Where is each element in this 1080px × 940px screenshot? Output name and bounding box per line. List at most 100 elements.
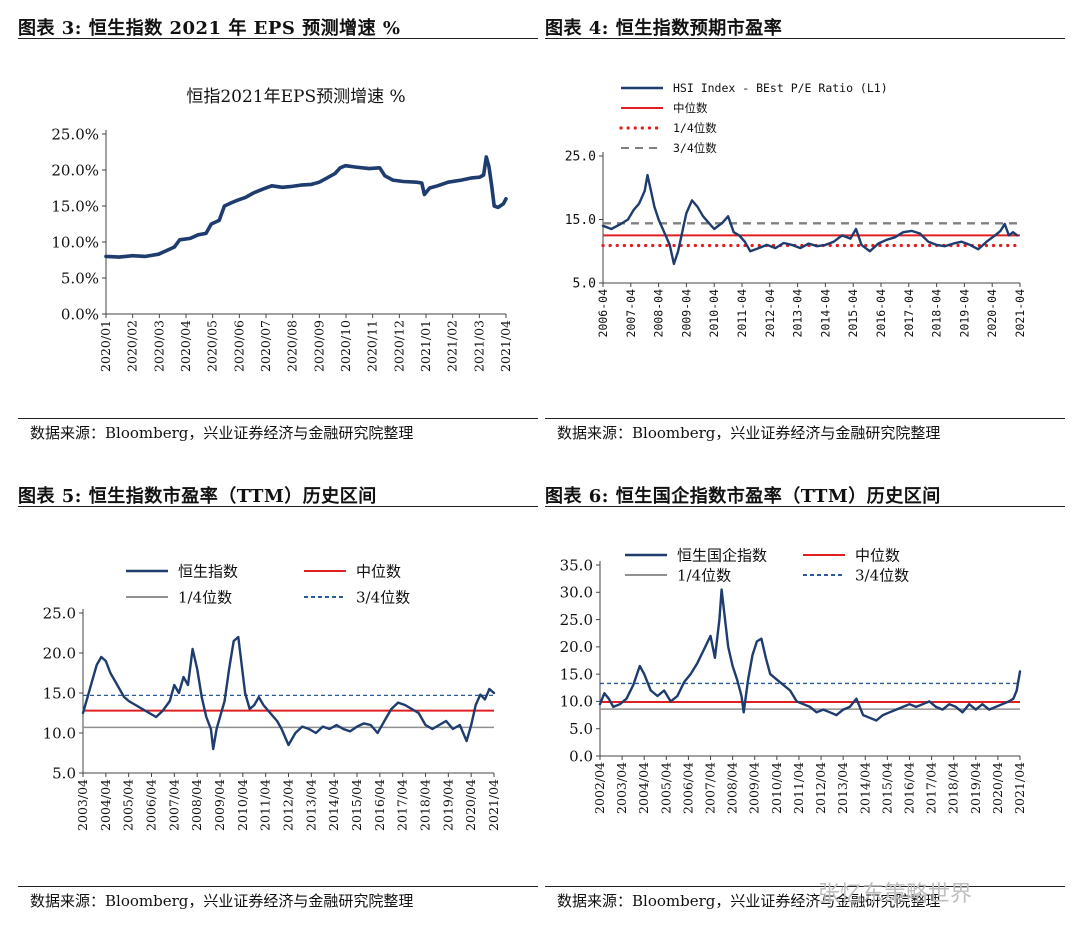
x-tick-label: 2020/01 <box>98 320 113 372</box>
x-tick-label: 2020/04 <box>178 320 193 372</box>
x-tick-label: 2015/04 <box>879 762 894 814</box>
x-tick-label: 2016/04 <box>901 762 916 814</box>
y-tick-label: 15.0 <box>560 665 593 683</box>
x-tick-label: 2019/04 <box>968 762 983 814</box>
title-rule <box>545 506 1065 507</box>
x-tick-label: 2008/04 <box>189 779 204 831</box>
figure-4-panel: 图表 4: 恒生指数预期市盈率 5.0 15.0 25.0 2006-04 2007-0… <box>545 6 1065 446</box>
x-tick-label: 2018-04 <box>930 289 944 338</box>
x-tick-label: 2013/04 <box>835 762 850 814</box>
x-tick-label: 2017/04 <box>395 779 410 831</box>
x-tick-label: 2019-04 <box>957 289 971 338</box>
figure-title: 图表 6: 恒生国企指数市盈率（TTM）历史区间 <box>545 486 941 507</box>
x-tick-label: 2021/03 <box>471 320 486 372</box>
x-tick-label: 2011-04 <box>735 289 749 338</box>
figure-title: 图表 5: 恒生指数市盈率（TTM）历史区间 <box>18 486 377 507</box>
x-tick-label: 2011/04 <box>258 779 273 831</box>
figure-title: 图表 4: 恒生指数预期市盈率 <box>545 18 783 39</box>
x-tick-label: 2004/04 <box>636 762 651 814</box>
y-tick-label: 25.0% <box>51 125 99 143</box>
x-tick-label: 2015-04 <box>846 289 860 338</box>
x-tick-label: 2020/03 <box>151 320 166 372</box>
y-tick-label: 30.0 <box>560 584 593 602</box>
x-tick-label: 2006-04 <box>596 289 610 338</box>
y-tick-label: 15.0 <box>565 213 596 228</box>
x-tick-label: 2021/02 <box>445 320 460 372</box>
x-tick-label: 2021/04 <box>1012 762 1027 814</box>
y-tick-label: 20.0 <box>43 644 76 662</box>
series-line <box>601 173 1019 266</box>
chart-title: 恒指2021年EPS预测增速 % <box>186 87 405 107</box>
x-tick-label: 2009/04 <box>747 762 762 814</box>
y-tick-label: 5.0% <box>61 269 99 287</box>
y-tick-label: 10.0 <box>560 693 593 711</box>
x-tick-label: 2014/04 <box>857 762 872 814</box>
x-tick-label: 2007/04 <box>166 779 181 831</box>
x-tick-label: 2010/04 <box>769 762 784 814</box>
legend-label: HSI Index - BEst P/E Ratio (L1) <box>673 81 888 95</box>
x-tick-label: 2010/04 <box>235 779 250 831</box>
figure-title: 图表 3: 恒生指数 2021 年 EPS 预测增速 % <box>18 18 401 39</box>
eps-growth-chart: 恒指2021年EPS预测增速 % 0.0% 5.0% 10.0% 15.0% 20.0% 2… <box>51 87 513 372</box>
source-rule <box>18 418 538 419</box>
title-rule <box>18 38 538 39</box>
y-tick-label: 0.0% <box>61 305 99 323</box>
figure-5-panel: 图表 5: 恒生指数市盈率（TTM）历史区间 5.0 10.0 15.0 20.0 25… <box>18 474 538 914</box>
x-tick-label: 2020/07 <box>258 320 273 372</box>
x-tick-label: 2020/09 <box>311 320 326 372</box>
legend-label: 恒生国企指数 <box>677 546 767 564</box>
x-tick-label: 2006/04 <box>144 779 159 831</box>
x-tick-label: 2020/02 <box>125 320 140 372</box>
x-tick-label: 2020/11 <box>365 320 380 372</box>
x-tick-label: 2003/04 <box>614 762 629 814</box>
watermark: 张忆东策略世界 <box>818 882 973 907</box>
x-tick-label: 2020/10 <box>338 320 353 372</box>
source-rule <box>545 886 1065 887</box>
title-rule <box>18 506 538 507</box>
x-tick-label: 2012/04 <box>281 779 296 831</box>
y-tick-label: 20.0 <box>560 638 593 656</box>
hscei-ttm-pe-chart: 0.0 5.0 10.0 15.0 20.0 25.0 30.0 35.0 2002/04 200… <box>560 546 1027 814</box>
series-line <box>598 588 1022 722</box>
source-rule <box>18 886 538 887</box>
x-tick-label: 2017-04 <box>902 289 916 338</box>
source-note: 数据来源：Bloomberg，兴业证券经济与金融研究院整理 <box>557 892 941 910</box>
x-tick-label: 2016-04 <box>874 289 888 338</box>
x-tick-label: 2012-04 <box>763 289 777 338</box>
y-tick-label: 0.0 <box>569 747 593 765</box>
x-tick-label: 2020/04 <box>463 779 478 831</box>
x-tick-label: 2021/04 <box>486 779 501 831</box>
forward-pe-chart: 5.0 15.0 25.0 2006-04 2007-04 2008-04 2009-04 2… <box>565 81 1027 338</box>
x-tick-label: 2010-04 <box>707 289 721 338</box>
x-tick-label: 2020/05 <box>205 320 220 372</box>
legend-label: 3/4位数 <box>356 588 410 606</box>
y-tick-label: 10.0% <box>51 233 99 251</box>
x-tick-label: 2020/04 <box>990 762 1005 814</box>
source-note: 数据来源：Bloomberg，兴业证券经济与金融研究院整理 <box>30 892 414 910</box>
legend-label: 1/4位数 <box>677 566 731 584</box>
hsi-ttm-pe-chart: 5.0 10.0 15.0 20.0 25.0 2003/04 2004/04 2005/04… <box>43 562 501 831</box>
legend-label: 中位数 <box>673 101 708 115</box>
legend-label: 1/4位数 <box>178 588 232 606</box>
y-tick-label: 20.0% <box>51 161 99 179</box>
y-tick-label: 25.0 <box>560 611 593 629</box>
y-tick-label: 5.0 <box>569 720 593 738</box>
legend-label: 3/4位数 <box>855 566 909 584</box>
legend-label: 恒生指数 <box>178 562 238 580</box>
x-tick-label: 2013-04 <box>791 289 805 338</box>
source-note: 数据来源：Bloomberg，兴业证券经济与金融研究院整理 <box>557 424 941 442</box>
x-tick-label: 2020/06 <box>231 320 246 372</box>
legend-label: 中位数 <box>855 546 900 564</box>
x-tick-label: 2004/04 <box>98 779 113 831</box>
y-tick-label: 25.0 <box>565 150 596 165</box>
x-tick-label: 2018/04 <box>946 762 961 814</box>
figure-6-panel: 图表 6: 恒生国企指数市盈率（TTM）历史区间 0.0 5.0 10.0 15.0 2… <box>545 474 1065 914</box>
y-tick-label: 5.0 <box>573 277 596 292</box>
x-tick-label: 2006/04 <box>680 762 695 814</box>
y-tick-label: 25.0 <box>43 604 76 622</box>
x-tick-label: 2021/04 <box>498 320 513 372</box>
x-tick-label: 2018/04 <box>418 779 433 831</box>
x-tick-label: 2020/08 <box>285 320 300 372</box>
x-tick-label: 2009/04 <box>212 779 227 831</box>
x-tick-label: 2008-04 <box>652 289 666 338</box>
